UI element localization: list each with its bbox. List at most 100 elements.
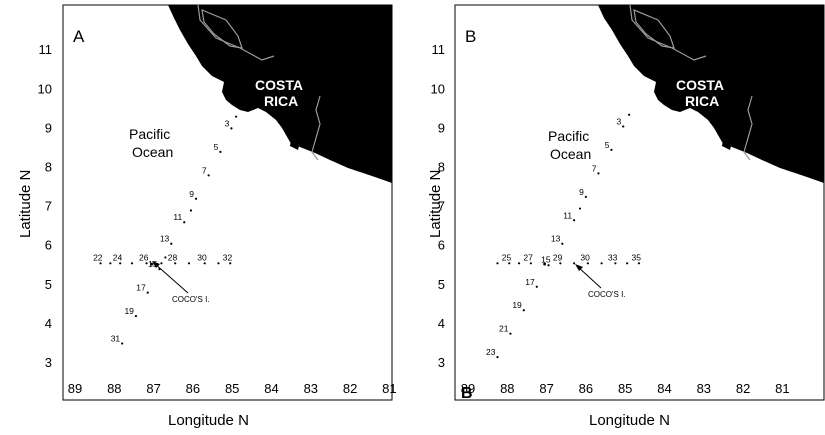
station-label: 21	[499, 324, 509, 334]
ocean-label-line-1: Pacific	[548, 128, 589, 144]
station-point	[145, 262, 148, 265]
station-point	[146, 291, 149, 294]
station-label: 26	[139, 252, 149, 262]
station-point	[109, 262, 112, 265]
lon-tick-label: 88	[500, 381, 514, 396]
station-point	[508, 262, 511, 265]
station-point	[207, 174, 210, 177]
station-label: 25	[502, 252, 512, 262]
lon-tick-label: 84	[264, 381, 278, 396]
lon-tick-label: 81	[775, 381, 789, 396]
lat-tick-label: 8	[438, 160, 445, 175]
costa-rica-land	[598, 5, 824, 183]
station-point	[586, 262, 589, 265]
sea-label-line-2: Sea	[750, 56, 775, 72]
station-point	[529, 262, 532, 265]
sea-label-line-1: Caribbean	[305, 38, 370, 54]
peninsula-land	[660, 86, 672, 106]
station-point	[164, 256, 167, 259]
station-point	[183, 221, 186, 224]
corner-letter: B	[461, 385, 473, 402]
sea-label-line-1: Caribbean	[723, 38, 788, 54]
lon-tick-label: 84	[657, 381, 671, 396]
borders-layer	[629, 4, 753, 161]
station-label: 31	[111, 333, 121, 343]
station-point	[547, 264, 550, 267]
lat-tick-label: 4	[45, 316, 52, 331]
station-point	[189, 209, 193, 212]
land-layer	[168, 5, 392, 183]
map-panel-a: 89 88 87 86 85 84 83 82 81 3 4 5 6 7 8 9 10 11 A Caribbea…	[0, 0, 412, 435]
lat-tick-label: 6	[45, 238, 52, 253]
station-point	[99, 262, 102, 265]
station-label: 13	[551, 234, 561, 244]
station-label: 30	[580, 252, 590, 262]
lon-tick-label: 89	[461, 381, 475, 396]
station-point	[610, 148, 613, 152]
station-point	[535, 285, 538, 288]
station-point	[119, 262, 122, 265]
station-point	[559, 262, 562, 265]
station-point	[174, 262, 177, 265]
lake-nicaragua-outline	[633, 9, 675, 49]
station-point	[522, 309, 525, 312]
station-point	[170, 242, 173, 245]
lat-tick-label: 9	[438, 120, 445, 135]
station-label: 17	[525, 277, 535, 287]
lat-tick-label: 10	[431, 81, 445, 96]
lat-tick-label: 11	[39, 42, 53, 57]
lake-nicaragua-outline	[201, 9, 243, 49]
station-point	[628, 113, 631, 116]
station-point	[573, 219, 576, 222]
station-point	[217, 262, 220, 265]
island-arrow-line	[153, 262, 189, 294]
station-label: 19	[124, 306, 134, 316]
station-point	[230, 127, 233, 130]
station-point	[561, 242, 564, 245]
lon-tick-label: 82	[343, 381, 357, 396]
station-label: 32	[223, 252, 233, 262]
lon-tick-label: 85	[225, 381, 239, 396]
station-point	[600, 262, 603, 265]
sea-label-line-2: Sea	[332, 56, 357, 72]
station-point	[134, 314, 138, 318]
station-point	[637, 262, 641, 265]
panama-border	[311, 95, 321, 161]
island-label: COCO'S I.	[172, 295, 210, 304]
lon-tick-label: 83	[697, 381, 711, 396]
lat-tick-label: 3	[45, 355, 52, 370]
y-axis-title: Latitude N	[427, 170, 444, 238]
country-label-line-2: RICA	[264, 93, 298, 109]
station-label: 22	[93, 252, 103, 262]
station-point	[130, 262, 134, 265]
station-point	[626, 262, 629, 265]
station-point	[160, 262, 163, 265]
station-label: 28	[168, 252, 178, 262]
island-arrow-head	[152, 261, 160, 268]
lat-tick-label: 5	[438, 277, 445, 292]
station-label: 13	[160, 234, 170, 244]
station-point	[614, 262, 617, 265]
lon-tick-label: 82	[736, 381, 750, 396]
island-arrow-line	[576, 265, 602, 289]
stations-layer: 3579111315171931222426283032	[93, 115, 238, 345]
station-point	[517, 262, 521, 265]
station-point	[496, 262, 499, 265]
station-point	[597, 172, 600, 175]
station-point	[509, 332, 512, 335]
station-point	[573, 262, 576, 265]
lat-tick-label: 4	[438, 316, 445, 331]
station-point	[235, 115, 238, 118]
station-label: 23	[486, 347, 496, 357]
country-label-line-2: RICA	[685, 93, 719, 109]
osa-peninsula	[290, 132, 300, 150]
lat-tick-label: 8	[45, 160, 52, 175]
ocean-label-line-1: Pacific	[129, 126, 170, 142]
lon-tick-label: 86	[186, 381, 200, 396]
island-arrow-head	[575, 264, 583, 271]
cocos-island-marker	[543, 262, 547, 266]
lon-tick-label: 87	[146, 381, 160, 396]
